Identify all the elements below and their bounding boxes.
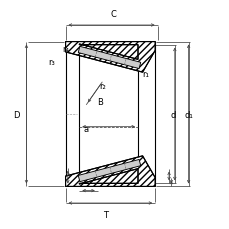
- Polygon shape: [79, 169, 137, 184]
- Text: r₄: r₄: [62, 45, 69, 54]
- Text: r₁: r₁: [142, 70, 149, 79]
- Polygon shape: [65, 42, 155, 73]
- Polygon shape: [79, 45, 137, 60]
- Text: r₂: r₂: [98, 81, 105, 90]
- Text: d₁: d₁: [183, 110, 192, 119]
- Text: d: d: [170, 110, 176, 119]
- Text: r₃: r₃: [48, 57, 55, 66]
- Polygon shape: [78, 160, 140, 182]
- Text: D: D: [13, 110, 20, 119]
- Text: T: T: [103, 210, 108, 219]
- Polygon shape: [65, 156, 155, 187]
- Text: C: C: [110, 10, 116, 19]
- Text: a: a: [83, 125, 88, 134]
- Polygon shape: [78, 47, 140, 69]
- Text: B: B: [97, 97, 103, 106]
